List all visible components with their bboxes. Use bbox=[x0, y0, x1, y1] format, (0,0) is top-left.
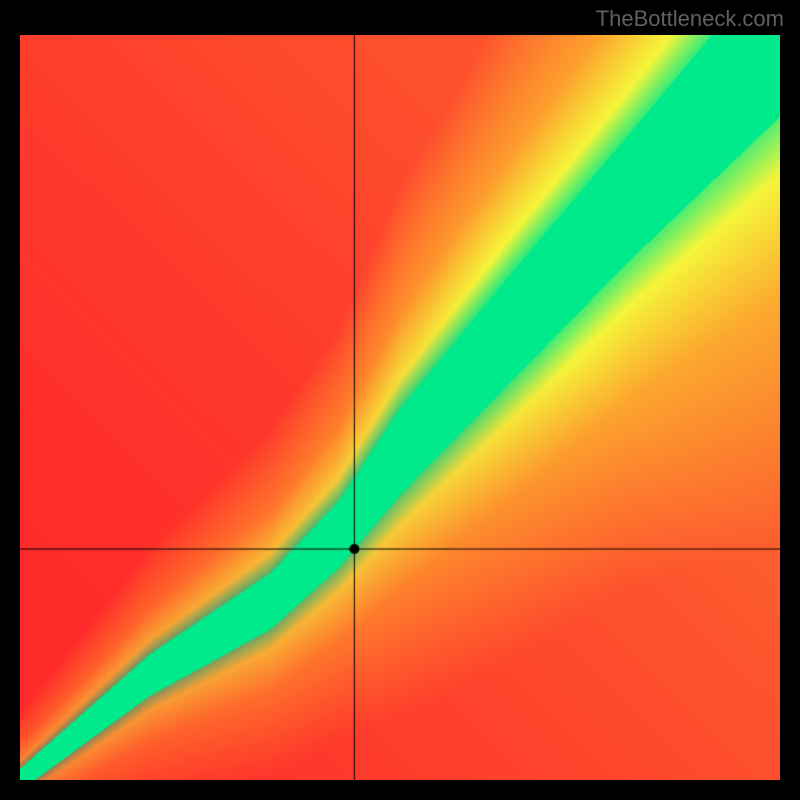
bottleneck-heatmap bbox=[20, 35, 780, 780]
watermark-text: TheBottleneck.com bbox=[596, 6, 784, 32]
chart-container: TheBottleneck.com bbox=[0, 0, 800, 800]
